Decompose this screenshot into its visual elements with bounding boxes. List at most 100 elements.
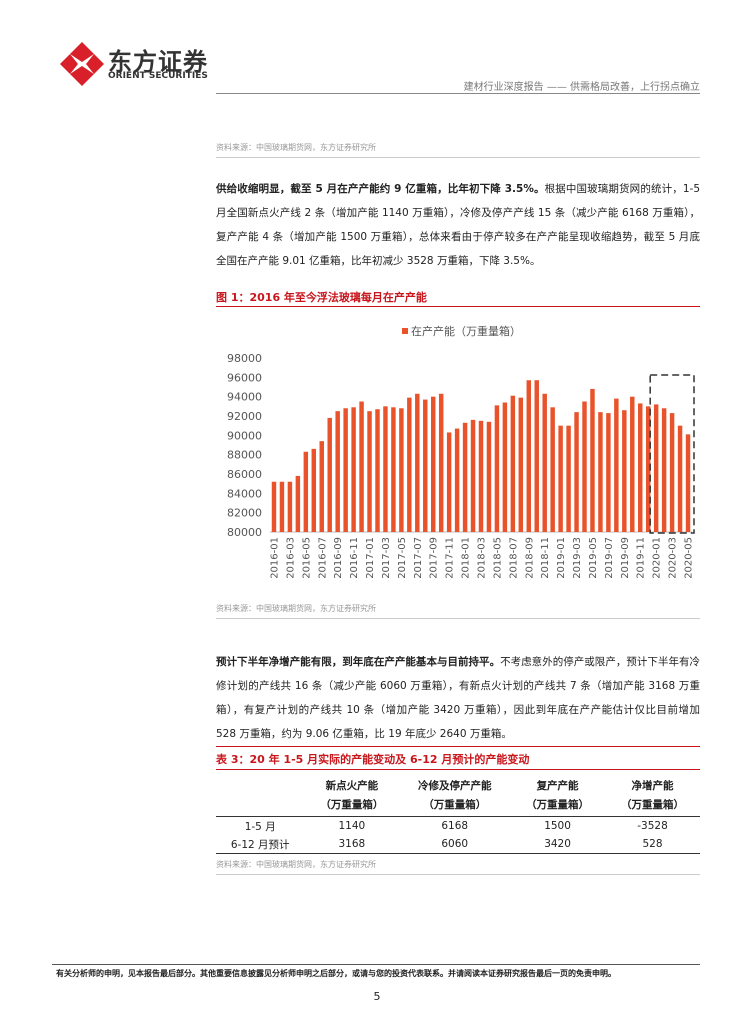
bar [494,405,500,532]
logo-en: ORIENT SECURITIES [108,71,208,81]
x-tick-label: 2018-05 [492,537,503,579]
bar [470,419,476,532]
bar [279,481,285,532]
header-row: 新点火产能 （万重量箱） 冷修及停产产能 （万重量箱） 复产产能 （万重量箱） 净增产能 （万… [216,776,700,817]
body: 根据中国玻璃期货网的统计，1-5 月全国新点火产线 2 条（增加产能 1140 … [216,183,700,267]
y-tick-label: 92000 [227,410,262,423]
header-cell [216,776,304,817]
x-tick-label: 2017-11 [445,537,456,579]
x-tick-label: 2016-11 [349,537,360,579]
x-tick-label: 2019-03 [572,537,583,579]
x-tick-label: 2016-03 [285,537,296,579]
header-cell: 冷修及停产产能 （万重量箱） [399,776,510,817]
lead: 供给收缩明显，截至 5 月在产产能约 9 亿重箱，比年初下降 3.5%。 [216,183,545,195]
bar [375,409,380,532]
highlight-box [649,374,695,534]
bar [319,441,324,532]
table-cell: 1140 [304,816,400,835]
body: 不考虑意外的停产或限产，预计下半年有冷修计划的产线共 16 条（减少产能 606… [216,656,701,740]
y-tick-label: 80000 [227,526,262,539]
bar [295,475,301,532]
bar [303,451,309,532]
bar [271,481,277,532]
bar [606,413,611,532]
table-cell: 1500 [510,816,606,835]
legend-label: 在产产能（万重量箱） [411,324,521,338]
x-tick-label: 2017-07 [413,537,424,579]
bar [423,399,428,532]
column-unit: （万重量箱） [320,799,384,811]
x-tick-label: 2016-07 [317,537,328,579]
disclaimer: 有关分析师的申明，见本报告最后部分。其他重要信息披露见分析师申明之后部分，或请与… [56,969,616,978]
header-rule [216,93,700,94]
bar [383,406,388,532]
bar [645,406,651,532]
bar [438,393,444,532]
bar [399,408,404,532]
x-tick-label: 2019-11 [636,537,647,579]
table-cell: 3168 [304,835,400,854]
x-tick-label: 2017-01 [365,537,376,579]
source-note: 资料来源：中国玻璃期货网，东方证券研究所 [216,143,376,152]
rule [216,618,700,619]
bar [574,412,579,532]
x-tick-label: 2020-03 [668,537,679,579]
figure-title: 图 1：2016 年至今浮法玻璃每月在产产能 [216,291,427,304]
y-tick-label: 98000 [227,352,262,365]
table-cell: 6168 [399,816,511,835]
bar [335,411,340,532]
source-note: 资料来源：中国玻璃期货网，东方证券研究所 [216,860,376,869]
bar [407,397,412,532]
bar [653,404,659,532]
bar [534,380,539,532]
rule [216,874,700,875]
y-tick-label: 94000 [227,391,262,404]
table-row: 1-5 月 1140 6168 1500 -3528 [216,816,700,835]
bar [478,420,484,532]
x-tick-label: 2019-07 [604,537,615,579]
x-tick-label: 2018-03 [477,537,488,579]
rule [216,769,700,770]
bar [590,388,595,532]
bar [454,428,460,532]
x-tick-label: 2019-05 [588,537,599,579]
column-unit: （万重量箱） [526,799,590,811]
logo-cn: 东方证券 [108,48,208,76]
bar [598,412,603,532]
header-cell: 新点火产能 （万重量箱） [304,776,399,817]
x-tick-label: 2017-03 [381,537,392,579]
y-tick-label: 84000 [227,487,262,500]
bar [391,407,396,532]
bar [359,401,364,532]
bar [311,448,317,532]
table-row: 6-12 月预计 3168 6060 3420 528 [216,835,700,854]
bar [614,398,619,532]
bar [685,434,691,532]
column-unit: （万重量箱） [423,799,487,811]
x-tick-label: 2016-05 [301,537,312,579]
y-tick-label: 88000 [227,449,262,462]
bar [550,407,555,532]
bar [502,402,508,532]
bar [287,481,293,532]
bar [518,397,524,532]
table: 新点火产能 （万重量箱） 冷修及停产产能 （万重量箱） 复产产能 （万重量箱） 净增产能 （万… [216,776,700,854]
x-tick-label: 2018-07 [508,537,519,579]
bar [661,408,667,532]
x-tick-label: 2019-09 [620,537,631,579]
x-tick-label: 2018-01 [461,537,472,579]
bar [430,396,436,532]
column-name: 冷修及停产产能 [417,780,492,792]
bar [582,401,587,532]
logo-icon [60,42,104,86]
bar [669,413,675,532]
bar [486,421,492,532]
y-tick-label: 86000 [227,468,262,481]
source-note: 资料来源：中国玻璃期货网，东方证券研究所 [216,604,376,613]
rule [216,157,700,158]
bar [351,407,356,532]
bar [526,380,532,532]
paragraph: 供给收缩明显，截至 5 月在产产能约 9 亿重箱，比年初下降 3.5%。根据中国… [216,177,700,273]
rule [216,746,700,747]
